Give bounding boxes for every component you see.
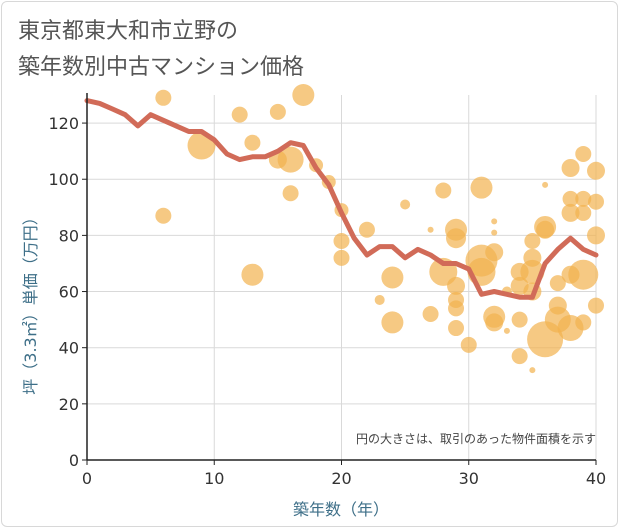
data-bubble [231,106,248,123]
page-title: 東京都東大和市立野の 築年数別中古マンション価格 [18,14,304,86]
data-bubble [277,146,304,173]
data-bubble [575,190,592,207]
x-axis-label: 築年数（年） [293,500,389,519]
data-bubble [400,199,411,210]
tick-labels: 0 20 40 60 80 100 120 0 10 20 30 40 [48,114,606,488]
data-bubble [485,243,504,262]
title-line-2: 築年数別中古マンション価格 [18,55,305,80]
x-tick-label: 10 [204,469,224,488]
data-bubble [511,311,528,328]
data-bubble [549,275,566,292]
y-tick-label: 60 [59,283,79,302]
y-tick-label: 120 [48,114,79,133]
data-bubble [448,300,465,317]
data-bubble [446,228,467,249]
data-bubble [470,176,493,199]
x-tick-label: 20 [331,469,351,488]
data-bubble [447,276,466,295]
x-tick-label: 0 [82,469,92,488]
bubble-layer [155,84,605,374]
data-bubble [358,221,375,238]
trend-line-layer [84,98,599,300]
data-bubble [422,306,439,322]
y-tick-label: 80 [59,226,79,245]
data-bubble [244,134,261,151]
data-bubble [562,190,579,207]
y-tick-label: 40 [59,339,79,358]
data-bubble [587,226,605,245]
data-bubble [381,266,404,289]
data-bubble [568,259,599,290]
data-bubble [485,313,504,332]
average-price-line [84,98,599,300]
data-bubble [448,320,465,337]
x-tick-label: 40 [586,469,606,488]
data-bubble [561,159,580,177]
data-bubble [587,161,605,180]
data-bubble [536,220,555,239]
data-bubble [269,103,286,120]
y-tick-label: 20 [59,395,79,414]
data-bubble [575,145,592,162]
data-bubble [155,89,172,106]
data-bubble [491,218,498,225]
data-bubble [503,327,510,334]
y-axis-label: 坪（3.3㎡）単価（万円） [21,209,40,394]
data-bubble [575,314,592,331]
data-bubble [511,348,528,365]
y-tick-label: 100 [48,170,79,189]
data-bubble [427,226,434,233]
data-bubble [588,297,604,314]
data-bubble [381,311,404,334]
data-bubble [374,294,385,305]
data-bubble [588,193,604,210]
data-bubble [460,336,477,353]
title-line-1: 東京都東大和市立野の [18,19,239,44]
data-bubble [524,233,541,249]
data-bubble [529,367,536,374]
data-bubble [435,182,452,199]
data-bubble [542,181,549,188]
x-tick-label: 30 [459,469,479,488]
data-bubble [575,204,592,221]
y-tick-label: 0 [69,451,79,470]
size-note: 円の大きさは、取引のあった物件面積を示す [356,431,596,446]
data-bubble [241,263,264,286]
data-bubble [155,207,172,224]
data-bubble [282,185,299,202]
data-bubble [561,203,580,222]
data-bubble [333,233,350,249]
data-bubble [491,229,498,236]
data-bubble [333,249,350,266]
data-bubble [292,84,315,106]
